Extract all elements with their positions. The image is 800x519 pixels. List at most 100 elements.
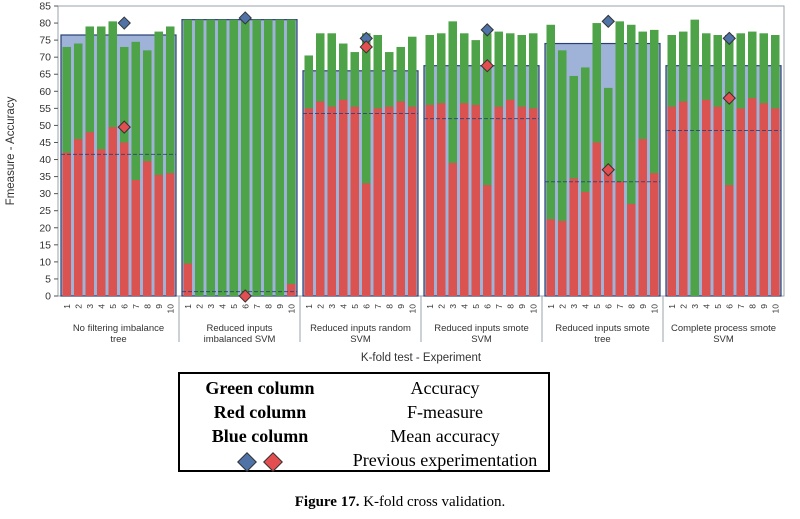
accuracy-bar: [448, 21, 458, 297]
group-label: SVM: [471, 334, 492, 345]
fmeasure-bar: [448, 162, 458, 296]
y-tick-label: 65: [39, 69, 51, 81]
y-tick-label: 20: [39, 222, 51, 234]
accuracy-bar: [252, 19, 262, 296]
fold-label: 8: [142, 304, 152, 309]
group-label: tree: [110, 334, 126, 345]
y-tick-label: 35: [39, 171, 51, 183]
fmeasure-bar: [62, 152, 72, 296]
accuracy-bar: [724, 35, 734, 296]
fold-label: 8: [384, 304, 394, 309]
accuracy-bar: [546, 24, 556, 296]
fold-label: 9: [517, 304, 527, 309]
legend-value: Mean accuracy: [390, 426, 500, 446]
fold-label: 1: [304, 304, 314, 309]
fold-label: 2: [436, 304, 446, 309]
fmeasure-bar: [580, 191, 590, 296]
legend-row-fmeasure: Red column F-measure: [180, 402, 548, 424]
fold-label: 9: [154, 304, 164, 309]
accuracy-bar: [626, 24, 636, 296]
fmeasure-bar: [736, 108, 746, 297]
prev-accuracy-diamond: [480, 23, 494, 37]
group-label: Reduced inputs smote: [555, 323, 650, 334]
fmeasure-bar: [142, 161, 152, 296]
prev-accuracy-diamond: [722, 31, 736, 46]
fold-label: 5: [592, 304, 602, 309]
fmeasure-bar: [436, 103, 446, 296]
fmeasure-bar: [396, 101, 406, 296]
fmeasure-bar: [119, 142, 129, 296]
y-tick-label: 75: [39, 35, 51, 47]
accuracy-bar: [206, 19, 216, 296]
fmeasure-bar: [108, 127, 118, 296]
fold-label: 10: [649, 304, 659, 314]
fold-label: 4: [701, 304, 711, 309]
y-tick-label: 15: [39, 239, 51, 251]
fmeasure-bar: [183, 263, 193, 296]
fmeasure-bar: [373, 108, 383, 297]
fold-label: 6: [482, 304, 492, 309]
kfold-chart: 0510152025303540455055606570758085Fmeasu…: [5, 1, 785, 364]
legend-key: Red column: [213, 402, 307, 422]
fold-label: 5: [471, 304, 481, 309]
fmeasure-bar: [528, 108, 538, 297]
fmeasure-bar: [482, 185, 492, 296]
fmeasure-bar: [638, 139, 648, 296]
fold-label: 7: [252, 304, 262, 309]
accuracy-bar: [194, 19, 204, 296]
fold-label: 3: [206, 304, 216, 309]
fmeasure-bar: [701, 99, 711, 296]
legend-row-previous: Previous experimentation: [180, 450, 548, 472]
y-tick-label: 0: [45, 291, 51, 303]
fold-label: 7: [736, 304, 746, 309]
fmeasure-bar: [667, 106, 677, 296]
fmeasure-bar: [154, 174, 164, 296]
fmeasure-bar: [304, 108, 314, 297]
y-axis-label: Fmeasure - Accuracy: [5, 96, 17, 205]
fmeasure-bar: [131, 180, 141, 296]
fmeasure-bar: [649, 173, 659, 296]
fold-label: 1: [183, 304, 193, 309]
accuracy-bar: [482, 33, 492, 296]
fmeasure-bar: [713, 106, 723, 296]
fold-label: 2: [678, 304, 688, 309]
legend-key: Blue column: [211, 426, 309, 446]
prev-fmeasure-diamond: [722, 91, 736, 105]
accuracy-bar: [649, 29, 659, 296]
fold-label: 9: [759, 304, 769, 309]
fmeasure-bar: [517, 106, 527, 296]
y-tick-label: 30: [39, 188, 51, 200]
y-tick-label: 80: [39, 18, 51, 30]
fmeasure-bar: [286, 284, 296, 296]
y-tick-label: 10: [39, 256, 51, 268]
fmeasure-bar: [724, 185, 734, 296]
fold-label: 2: [194, 304, 204, 309]
fmeasure-bar: [557, 220, 567, 296]
fold-label: 4: [96, 304, 106, 309]
fmeasure-bar: [759, 103, 769, 296]
legend-value: F-measure: [407, 402, 483, 422]
fold-label: 6: [119, 304, 129, 309]
fold-label: 7: [615, 304, 625, 309]
fold-label: 7: [131, 304, 141, 309]
fold-label: 5: [713, 304, 723, 309]
group-label: Complete process smote: [671, 323, 776, 334]
fmeasure-bar: [350, 106, 360, 296]
caption-text: K-fold cross validation.: [363, 494, 506, 510]
fmeasure-bar: [747, 98, 757, 296]
fold-label: 8: [747, 304, 757, 309]
fmeasure-bar: [770, 108, 780, 297]
plot-area: [57, 5, 785, 297]
accuracy-bar: [229, 19, 239, 296]
x-axis-label: K-fold test - Experiment: [361, 352, 482, 364]
fold-label: 9: [638, 304, 648, 309]
fmeasure-bar: [592, 142, 602, 296]
fold-label: 6: [361, 304, 371, 309]
accuracy-bar: [275, 19, 285, 296]
fold-label: 7: [494, 304, 504, 309]
prev-accuracy-diamond: [601, 14, 615, 29]
fmeasure-bar: [407, 106, 417, 296]
fold-label: 2: [315, 304, 325, 309]
fold-label: 7: [373, 304, 383, 309]
fold-label: 6: [240, 304, 250, 309]
